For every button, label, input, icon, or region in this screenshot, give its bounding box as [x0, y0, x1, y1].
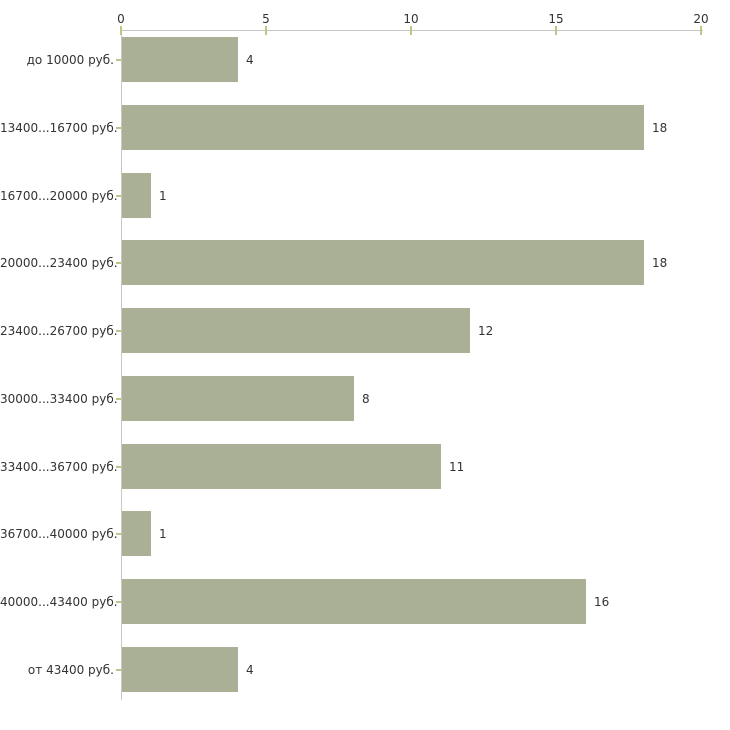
category-label: 16700...20000 руб. [0, 189, 118, 203]
bar [122, 511, 151, 556]
bar-value-label: 1 [159, 189, 167, 203]
x-axis-tick-mark [555, 26, 557, 35]
bar [122, 240, 644, 285]
y-axis-tick-mark [116, 59, 121, 61]
bar-value-label: 18 [652, 121, 668, 135]
bar [122, 105, 644, 150]
category-label: 20000...23400 руб. [0, 256, 118, 270]
bar [122, 376, 354, 421]
x-axis-line [121, 30, 703, 31]
x-axis-tick-mark [700, 26, 702, 35]
x-axis-tick-label: 20 [693, 12, 709, 26]
category-label: 36700...40000 руб. [0, 527, 118, 541]
bar [122, 173, 151, 218]
bar [122, 647, 238, 692]
bar-value-label: 12 [478, 324, 494, 338]
bar-value-label: 4 [246, 663, 254, 677]
y-axis-tick-mark [116, 601, 121, 603]
bar-value-label: 1 [159, 527, 167, 541]
y-axis-tick-mark [116, 195, 121, 197]
bar-value-label: 16 [594, 595, 610, 609]
y-axis-tick-mark [116, 127, 121, 129]
y-axis-tick-mark [116, 533, 121, 535]
y-axis-tick-mark [116, 466, 121, 468]
y-axis-tick-mark [116, 262, 121, 264]
bar [122, 308, 470, 353]
x-axis-tick-label: 10 [403, 12, 419, 26]
bar-value-label: 8 [362, 392, 370, 406]
x-axis-tick-mark [120, 26, 122, 35]
bar [122, 444, 441, 489]
bar [122, 37, 238, 82]
y-axis-line [121, 30, 122, 700]
category-label: от 43400 руб. [27, 663, 114, 677]
y-axis-tick-mark [116, 398, 121, 400]
x-axis-tick-label: 15 [548, 12, 564, 26]
x-axis-tick-label: 0 [117, 12, 125, 26]
bar-value-label: 11 [449, 460, 465, 474]
category-label: 40000...43400 руб. [0, 595, 118, 609]
category-label: 13400...16700 руб. [0, 121, 118, 135]
bar [122, 579, 586, 624]
category-label: 30000...33400 руб. [0, 392, 118, 406]
x-axis-tick-mark [410, 26, 412, 35]
x-axis-tick-mark [265, 26, 267, 35]
y-axis-tick-mark [116, 330, 121, 332]
y-axis-tick-mark [116, 669, 121, 671]
bar-value-label: 18 [652, 256, 668, 270]
bar-value-label: 4 [246, 53, 254, 67]
category-label: 33400...36700 руб. [0, 460, 118, 474]
category-label: до 10000 руб. [26, 53, 114, 67]
x-axis-tick-label: 5 [262, 12, 270, 26]
category-label: 23400...26700 руб. [0, 324, 118, 338]
